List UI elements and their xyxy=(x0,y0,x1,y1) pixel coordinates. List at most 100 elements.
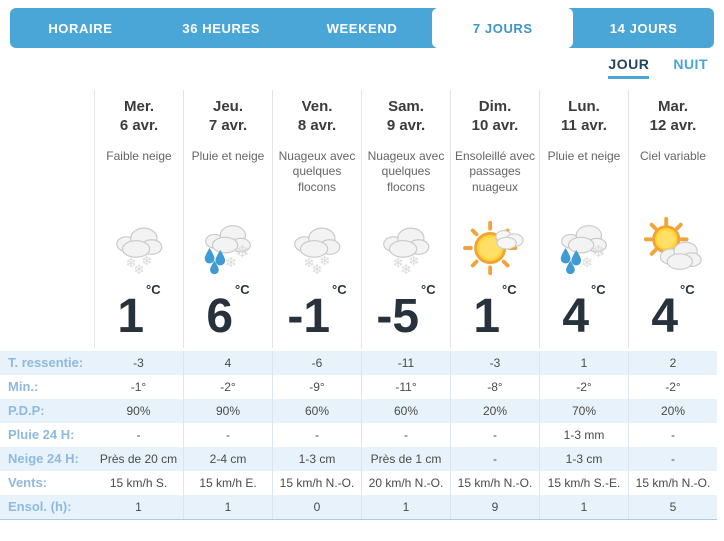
table-cell: 15 km/h S. xyxy=(109,476,168,490)
temperature: 6°C xyxy=(206,282,250,343)
row-label-ensoleillement: Ensol. (h): xyxy=(8,499,72,514)
svg-text:❄: ❄ xyxy=(319,253,330,269)
label-spacer-column xyxy=(0,90,94,348)
day-column-jeu-7[interactable]: Jeu. 7 avr. Pluie et neige ❄ ❄ 6°C xyxy=(183,90,272,348)
table-cell: - xyxy=(628,423,717,447)
table-cell: 15 km/h N.-O. xyxy=(272,471,361,495)
temperature: -1°C xyxy=(287,282,347,343)
table-row-pluie-24h: Pluie 24 H: - - - - - 1-3 mm - xyxy=(0,423,717,447)
temperature: 1°C xyxy=(473,282,517,343)
svg-text:❄: ❄ xyxy=(311,262,322,278)
table-cell: 1 xyxy=(135,500,142,514)
table-cell: 15 km/h N.-O. xyxy=(628,471,717,495)
table-cell: 1-3 cm xyxy=(272,447,361,471)
table-cell: 0 xyxy=(272,495,361,519)
table-row-t-ressentie: T. ressentie: -3 4 -6 -11 -3 1 2 xyxy=(0,351,717,375)
table-cell: -1° xyxy=(130,380,147,394)
table-cell: 70% xyxy=(539,399,628,423)
sun-clouds-icon xyxy=(451,213,539,283)
table-cell: 5 xyxy=(628,495,717,519)
table-cell: 60% xyxy=(361,399,450,423)
svg-text:❄: ❄ xyxy=(393,255,404,271)
svg-text:❄: ❄ xyxy=(591,243,606,263)
tab-36-heures[interactable]: 36 HEURES xyxy=(182,20,261,36)
svg-text:❄: ❄ xyxy=(581,255,593,271)
table-cell: 2 xyxy=(628,351,717,375)
table-cell: 1-3 mm xyxy=(539,423,628,447)
table-cell: 1 xyxy=(539,495,628,519)
day-name: Sam. 9 avr. xyxy=(386,98,426,134)
table-cell: 9 xyxy=(450,495,539,519)
table-cell: 60% xyxy=(272,399,361,423)
row-label-pdp: P.D.P: xyxy=(8,403,45,418)
table-cell: - xyxy=(450,423,539,447)
sun-cloud-icon xyxy=(629,213,717,283)
svg-text:❄: ❄ xyxy=(408,253,419,269)
svg-text:❄: ❄ xyxy=(400,262,411,278)
condition-text: Pluie et neige xyxy=(191,149,265,163)
toggle-jour[interactable]: JOUR xyxy=(608,56,650,79)
table-cell: -3 xyxy=(133,356,144,370)
svg-text:❄: ❄ xyxy=(126,255,137,271)
table-row-vents: Vents: 15 km/h S. 15 km/h E. 15 km/h N.-… xyxy=(0,471,717,495)
table-cell: -2° xyxy=(183,375,272,399)
table-cell: - xyxy=(361,423,450,447)
temperature: -5°C xyxy=(376,282,436,343)
day-column-sam-9[interactable]: Sam. 9 avr. Nuageux avec quelques flocons… xyxy=(361,90,450,348)
svg-text:❄: ❄ xyxy=(235,243,250,263)
table-cell: -2° xyxy=(539,375,628,399)
row-label-vents: Vents: xyxy=(8,475,48,490)
day-name: Jeu. 7 avr. xyxy=(208,98,248,134)
row-label-pluie-24h: Pluie 24 H: xyxy=(8,427,75,442)
table-cell: 15 km/h E. xyxy=(183,471,272,495)
table-cell: 1 xyxy=(361,495,450,519)
table-cell: - xyxy=(272,423,361,447)
table-cell: -6 xyxy=(272,351,361,375)
temperature: 4°C xyxy=(562,282,606,343)
day-column-lun-11[interactable]: Lun. 11 avr. Pluie et neige ❄ ❄ 4°C xyxy=(539,90,628,348)
condition-text: Ciel variable xyxy=(639,149,707,163)
table-cell: - xyxy=(136,428,141,442)
day-column-mar-12[interactable]: Mar. 12 avr. Ciel variable 4°C xyxy=(628,90,717,348)
table-cell: 15 km/h S.-E. xyxy=(539,471,628,495)
svg-text:❄: ❄ xyxy=(225,255,237,271)
day-column-mer-6[interactable]: Mer. 6 avr. Faible neige ❄ ❄ ❄ 1°C xyxy=(94,90,183,348)
table-cell: - xyxy=(183,423,272,447)
cloud-snow-icon: ❄ ❄ ❄ xyxy=(95,213,183,283)
table-cell: 20% xyxy=(450,399,539,423)
condition-text: Faible neige xyxy=(106,149,172,163)
day-name: Dim. 10 avr. xyxy=(471,98,519,134)
table-cell: 1 xyxy=(183,495,272,519)
tab-weekend[interactable]: WEEKEND xyxy=(326,20,398,36)
condition-text: Nuageux avec quelques flocons xyxy=(278,149,356,194)
table-cell: 1 xyxy=(539,351,628,375)
row-label-min: Min.: xyxy=(8,379,39,394)
table-cell: 20% xyxy=(628,399,717,423)
forecast-period-tabbar: HORAIRE 36 HEURES WEEKEND 7 JOURS 14 JOU… xyxy=(10,8,714,48)
condition-text: Nuageux avec quelques flocons xyxy=(367,149,445,194)
table-cell: 2-4 cm xyxy=(183,447,272,471)
tab-7-jours[interactable]: 7 JOURS xyxy=(432,8,574,48)
forecast-detail-table: T. ressentie: -3 4 -6 -11 -3 1 2 Min.: -… xyxy=(0,351,717,520)
tab-14-jours[interactable]: 14 JOURS xyxy=(609,20,678,36)
svg-text:❄: ❄ xyxy=(141,253,152,269)
table-cell: 20 km/h N.-O. xyxy=(361,471,450,495)
condition-text: Ensoleillé avec passages nuageux xyxy=(454,149,536,194)
svg-text:❄: ❄ xyxy=(304,255,315,271)
table-row-min: Min.: -1° -2° -9° -11° -8° -2° -2° xyxy=(0,375,717,399)
table-row-pdp: P.D.P: 90% 90% 60% 60% 20% 70% 20% xyxy=(0,399,717,423)
day-column-ven-8[interactable]: Ven. 8 avr. Nuageux avec quelques flocons… xyxy=(272,90,361,348)
day-column-dim-10[interactable]: Dim. 10 avr. Ensoleillé avec passages nua… xyxy=(450,90,539,348)
toggle-nuit[interactable]: NUIT xyxy=(673,56,708,72)
table-cell: 15 km/h N.-O. xyxy=(450,471,539,495)
day-name: Ven. 8 avr. xyxy=(297,98,337,134)
table-cell: -8° xyxy=(450,375,539,399)
day-night-toggle: JOUR NUIT xyxy=(0,56,724,88)
tab-horaire[interactable]: HORAIRE xyxy=(48,20,113,36)
day-name: Mar. 12 avr. xyxy=(649,98,697,134)
cloud-snow-icon: ❄ ❄ ❄ xyxy=(273,213,361,283)
temperature: 1°C xyxy=(117,282,161,343)
temperature: 4°C xyxy=(651,282,695,343)
table-cell: -3 xyxy=(450,351,539,375)
